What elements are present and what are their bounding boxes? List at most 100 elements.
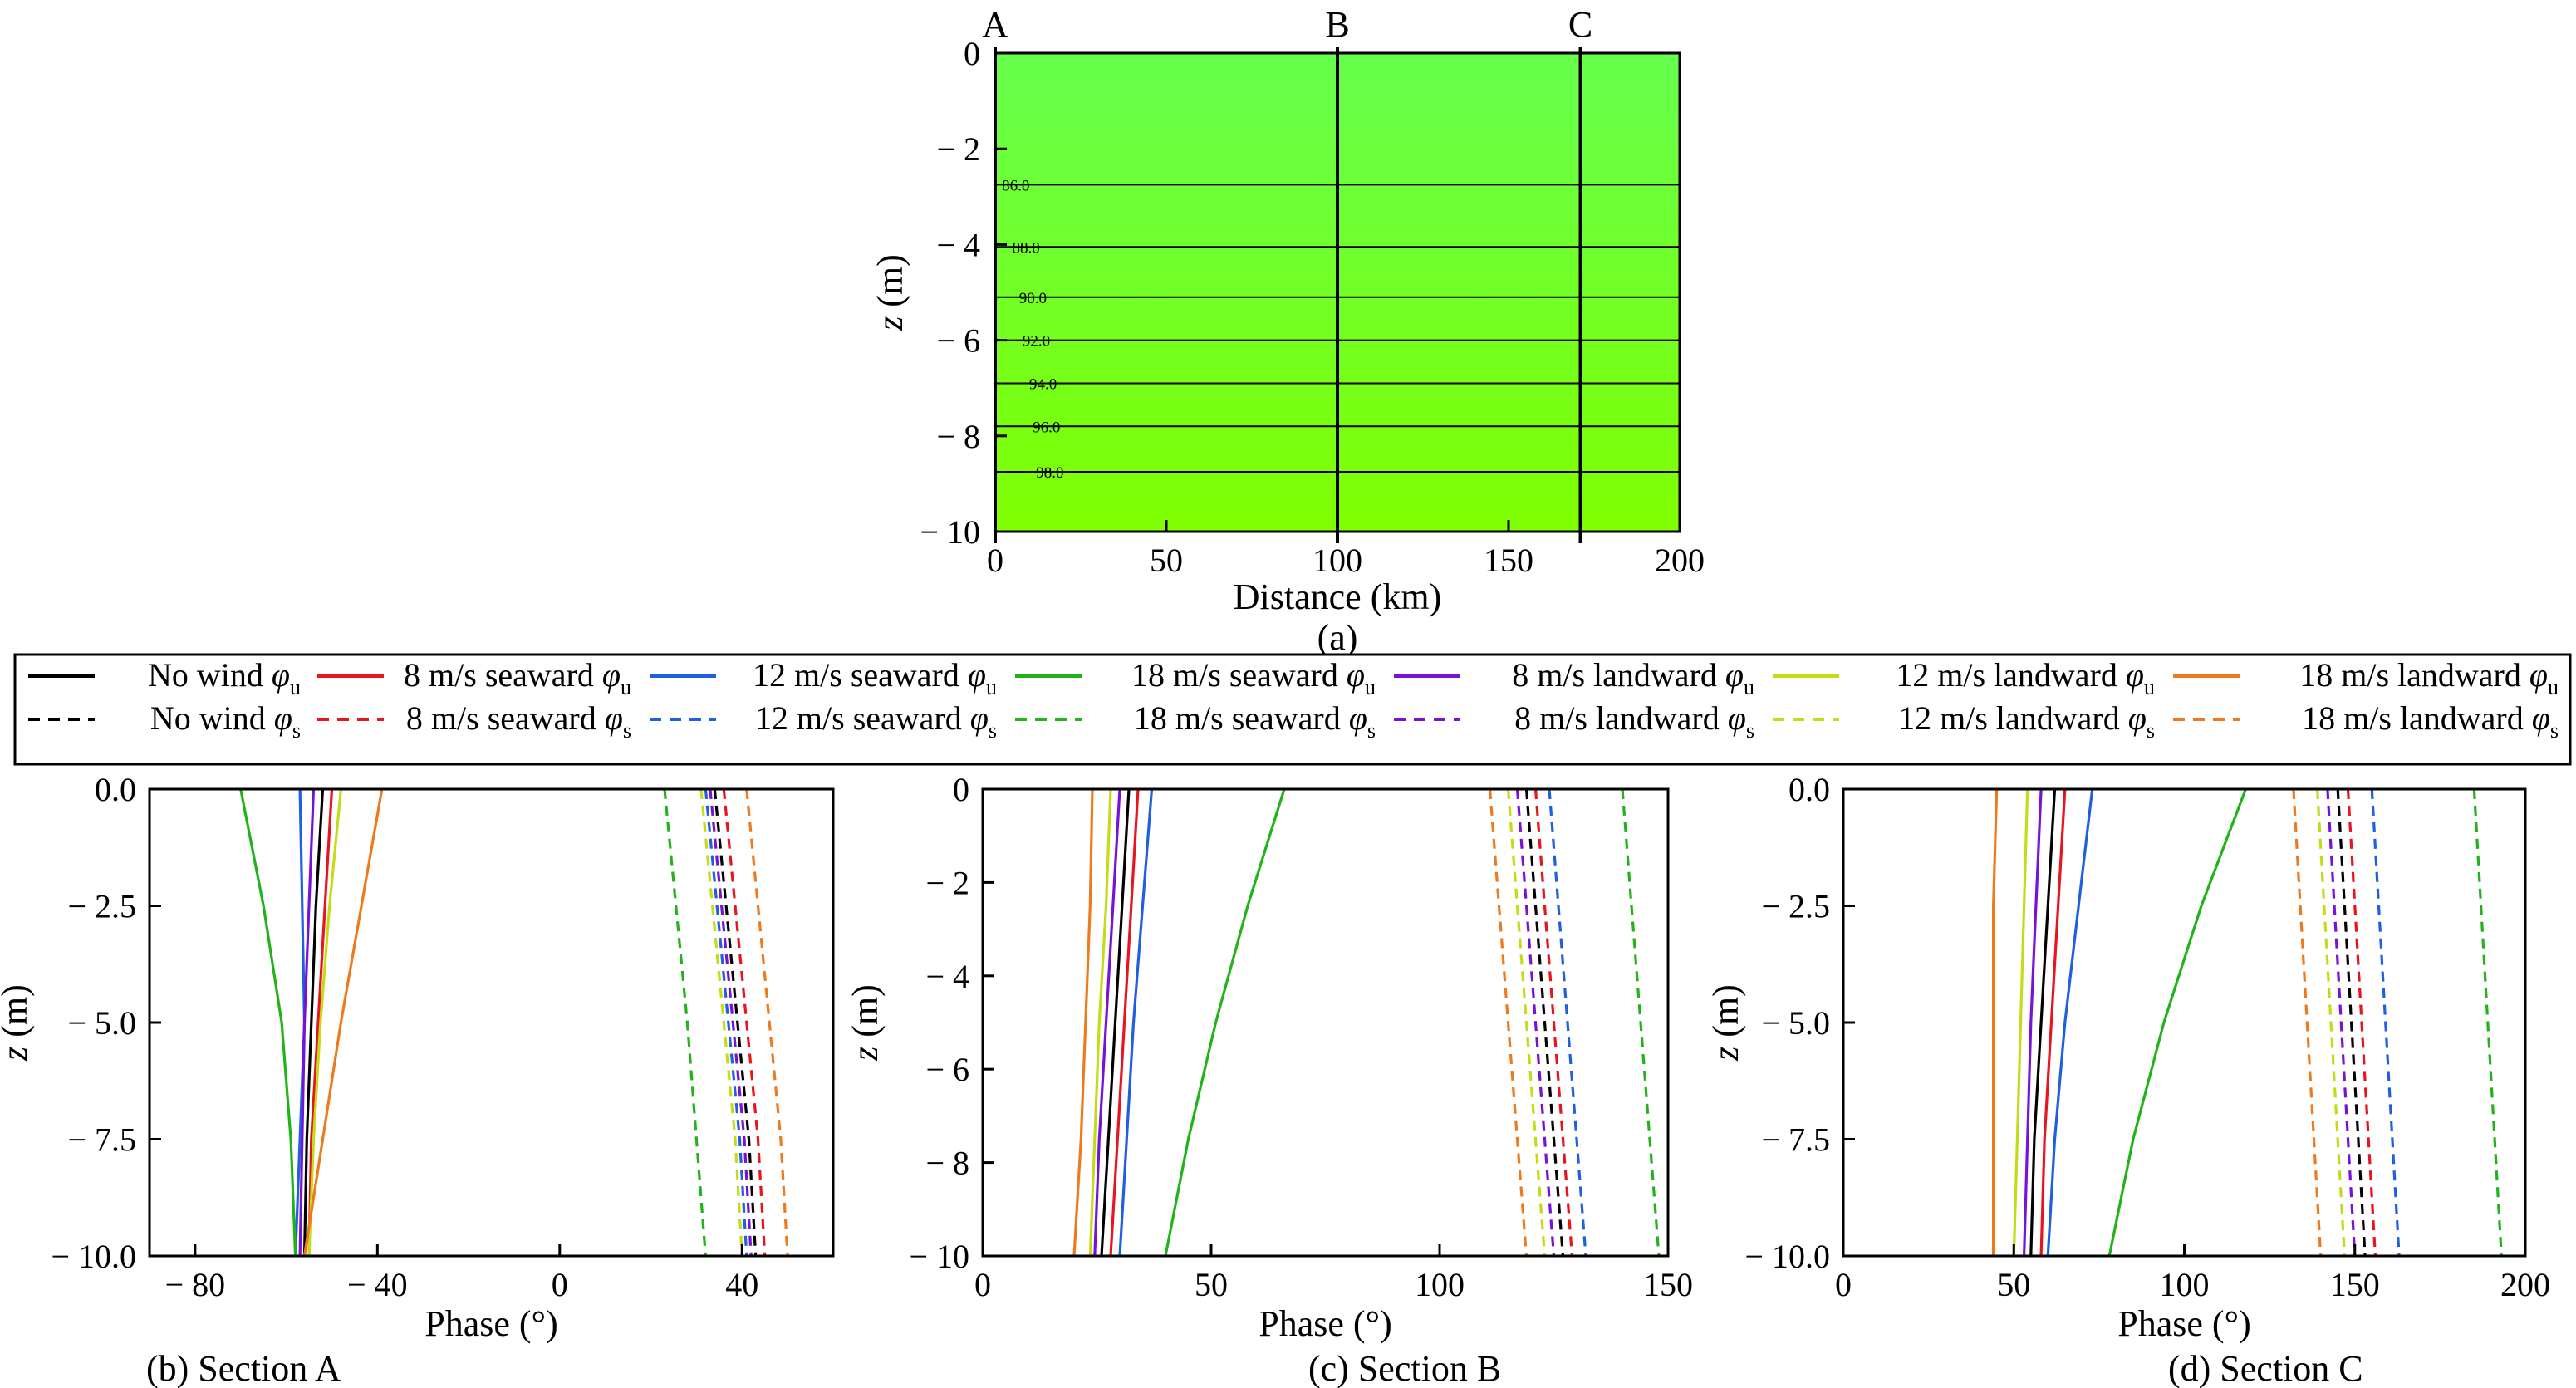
x-tick-label: 200 <box>1655 542 1705 579</box>
y-tick-label: 0 <box>964 35 980 72</box>
legend-symbol: φ <box>602 656 621 694</box>
series-group <box>239 788 789 1257</box>
series-line <box>239 788 297 1257</box>
series-group <box>1072 788 1661 1257</box>
legend-label: No wind φu <box>148 656 301 699</box>
series-line <box>704 788 748 1257</box>
legend-text: 18 m/s seaward <box>1131 656 1347 694</box>
y-tick-label: − 4 <box>925 958 969 995</box>
legend-subscript: u <box>986 675 997 699</box>
series-line <box>2336 788 2367 1257</box>
series-line <box>2039 788 2067 1257</box>
y-axis-unit: (m) <box>0 984 35 1047</box>
series-line <box>1621 788 1661 1257</box>
series-line <box>1088 788 1112 1257</box>
contour-lines: 86.0 88.0 90.0 92.0 94.0 96.0 98.0 <box>995 177 1680 482</box>
y-tick-label: − 2 <box>925 864 969 901</box>
legend-text: 18 m/s landward <box>2299 656 2529 694</box>
legend-item: 18 m/s seaward φu <box>1015 656 1376 699</box>
legend-item: 12 m/s landward φs <box>1773 699 2155 743</box>
y-tick-label: 0.0 <box>1788 771 1830 808</box>
section-label: B <box>1325 4 1349 45</box>
legend-text: No wind <box>148 656 272 694</box>
legend-label: 12 m/s landward φu <box>1896 656 2155 699</box>
legend-text: 8 m/s seaward <box>404 656 602 694</box>
series-line <box>1506 788 1547 1257</box>
legend-subscript: s <box>292 719 301 743</box>
legend-subscript: s <box>623 719 631 743</box>
legend-text: 8 m/s seaward <box>406 699 605 737</box>
legend-subscript: u <box>621 675 631 699</box>
y-axis-var: z <box>870 316 910 331</box>
series-line <box>709 788 753 1257</box>
series-line <box>2023 788 2043 1257</box>
series-line <box>1488 788 1528 1257</box>
x-tick-label: 150 <box>1643 1266 1693 1303</box>
x-tick-label: 40 <box>725 1266 758 1303</box>
legend-item: 18 m/s landward φs <box>2173 699 2559 743</box>
y-tick-label: − 8 <box>925 1145 969 1182</box>
y-axis-var: z <box>845 1047 886 1062</box>
legend-label: 8 m/s landward φu <box>1512 656 1754 699</box>
x-tick-label: 100 <box>1415 1266 1465 1303</box>
legend-subscript: u <box>1365 675 1376 699</box>
legend-text: 12 m/s landward <box>1898 699 2128 737</box>
legend-label: 12 m/s landward φs <box>1898 699 2155 743</box>
legend-label: 12 m/s seaward φu <box>753 656 997 699</box>
panel-a-caption: (a) <box>1317 617 1358 658</box>
y-axis-var: z <box>0 1047 35 1062</box>
panel-caption: (d) Section C <box>2168 1348 2363 1388</box>
y-axis-unit: (m) <box>1705 984 1746 1047</box>
x-axis-label: Phase (°) <box>2117 1303 2251 1344</box>
panel-b-section-a: 0.0 − 2.5 − 5.0 − 7.5 − 10.0 − 80 − 40 0 40 Phase… <box>0 771 835 1388</box>
legend-item: No wind φu <box>28 656 301 699</box>
legend-text: 8 m/s landward <box>1514 699 1728 737</box>
contour-label: 94.0 <box>1029 375 1057 393</box>
series-group <box>1992 788 2503 1257</box>
series-line <box>713 788 758 1257</box>
legend-symbol: φ <box>2128 699 2147 737</box>
y-tick-label: − 6 <box>925 1051 969 1088</box>
legend-label: 8 m/s seaward φu <box>404 656 631 699</box>
series-line <box>2046 788 2094 1257</box>
series-line <box>2107 788 2247 1257</box>
series-line <box>2029 788 2057 1257</box>
legend-symbol: φ <box>1728 699 1746 737</box>
legend-text: 18 m/s landward <box>2302 699 2532 737</box>
y-tick-label: − 2.5 <box>1761 888 1830 925</box>
x-tick-label: − 40 <box>347 1266 408 1303</box>
y-axis-label: z (m) <box>845 984 886 1062</box>
series-line <box>307 788 334 1257</box>
x-tick-label: 0 <box>1835 1266 1852 1303</box>
series-line <box>2292 788 2323 1257</box>
series-line <box>302 788 325 1257</box>
legend-symbol: φ <box>2126 656 2144 694</box>
series-line <box>663 788 707 1257</box>
legend-label: 12 m/s seaward φs <box>755 699 997 743</box>
series-line <box>1548 788 1587 1257</box>
legend-text: 12 m/s landward <box>1896 656 2126 694</box>
series-line <box>1164 788 1286 1257</box>
plot-frame <box>981 787 1670 1258</box>
x-tick-label: 0 <box>974 1266 991 1303</box>
legend-symbol: φ <box>1349 699 1367 737</box>
y-tick-label: − 10 <box>920 513 980 551</box>
legend-item: 12 m/s seaward φu <box>650 656 997 699</box>
legend-subscript: s <box>1746 719 1754 743</box>
contour-label: 86.0 <box>1002 177 1029 194</box>
legend-item: 8 m/s landward φu <box>1394 656 1754 699</box>
legend-label: 18 m/s seaward φs <box>1134 699 1376 743</box>
legend-label: 8 m/s landward φs <box>1514 699 1754 743</box>
series-line <box>1109 788 1140 1257</box>
series-line <box>2346 788 2377 1257</box>
y-axis-label: z (m) <box>0 984 35 1062</box>
series-line <box>1992 788 1999 1256</box>
contour-label: 90.0 <box>1019 290 1047 307</box>
legend-label: 18 m/s seaward φu <box>1131 656 1376 699</box>
y-tick-label: − 7.5 <box>1761 1121 1830 1159</box>
x-axis-label: Phase (°) <box>424 1303 558 1344</box>
y-tick-label: − 2 <box>936 130 980 168</box>
